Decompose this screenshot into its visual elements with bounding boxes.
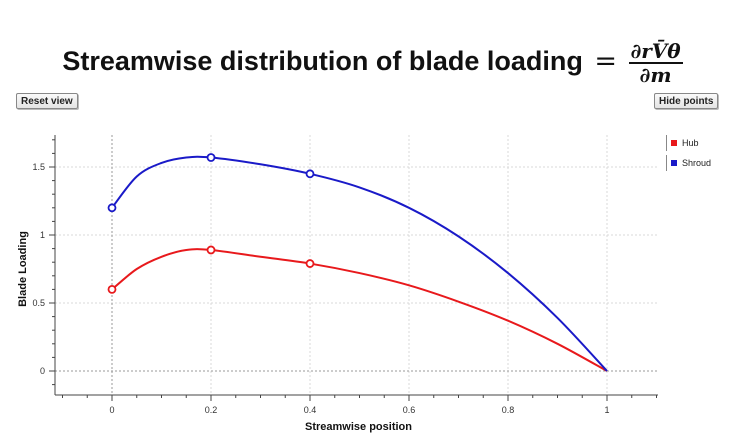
chart-axes: 0 0.2 0.4 0.6 0.8 1 0 0.5 1 1.5 bbox=[32, 135, 658, 415]
x-tick-label: 0.6 bbox=[403, 405, 416, 415]
chart-title-text: Streamwise distribution of blade loading bbox=[62, 46, 583, 77]
legend-item-hub[interactable]: Hub bbox=[666, 135, 699, 151]
legend-label: Shroud bbox=[682, 158, 712, 168]
y-tick-label: 1.5 bbox=[32, 162, 45, 172]
x-tick-label: 0.8 bbox=[502, 405, 515, 415]
legend-swatch bbox=[671, 160, 677, 166]
legend-swatch bbox=[671, 140, 677, 146]
x-tick-label: 0.2 bbox=[205, 405, 218, 415]
y-tick-label: 1 bbox=[40, 230, 45, 240]
reset-view-button[interactable]: Reset view bbox=[16, 93, 78, 109]
shroud-data-point bbox=[107, 203, 117, 213]
chart-series bbox=[107, 153, 608, 372]
title-equals-sign: = bbox=[594, 46, 618, 78]
shroud-series-line bbox=[111, 155, 608, 372]
hub-series-line bbox=[111, 248, 608, 372]
hide-points-button[interactable]: Hide points bbox=[654, 93, 719, 109]
x-tick-label: 1 bbox=[604, 405, 609, 415]
y-tick-label: 0.5 bbox=[32, 298, 45, 308]
chart-title: Streamwise distribution of blade loading… bbox=[0, 40, 745, 86]
hub-data-point bbox=[305, 259, 315, 268]
y-axis-label: Blade Loading bbox=[17, 231, 29, 307]
legend-label: Hub bbox=[682, 138, 699, 148]
shroud-data-point bbox=[206, 153, 216, 162]
title-fraction-numerator: ∂rV̄θ bbox=[630, 39, 681, 63]
hub-data-point bbox=[107, 284, 117, 294]
x-tick-label: 0 bbox=[109, 405, 114, 415]
y-tick-label: 0 bbox=[40, 366, 45, 376]
x-axis-label: Streamwise position bbox=[305, 421, 412, 433]
legend-item-shroud[interactable]: Shroud bbox=[666, 155, 711, 171]
title-fraction: ∂rV̄θ ∂m bbox=[628, 39, 683, 86]
x-tick-label: 0.4 bbox=[304, 405, 317, 415]
hub-data-point bbox=[206, 245, 216, 255]
shroud-data-point bbox=[305, 169, 315, 179]
title-fraction-denominator: ∂m bbox=[628, 62, 683, 86]
